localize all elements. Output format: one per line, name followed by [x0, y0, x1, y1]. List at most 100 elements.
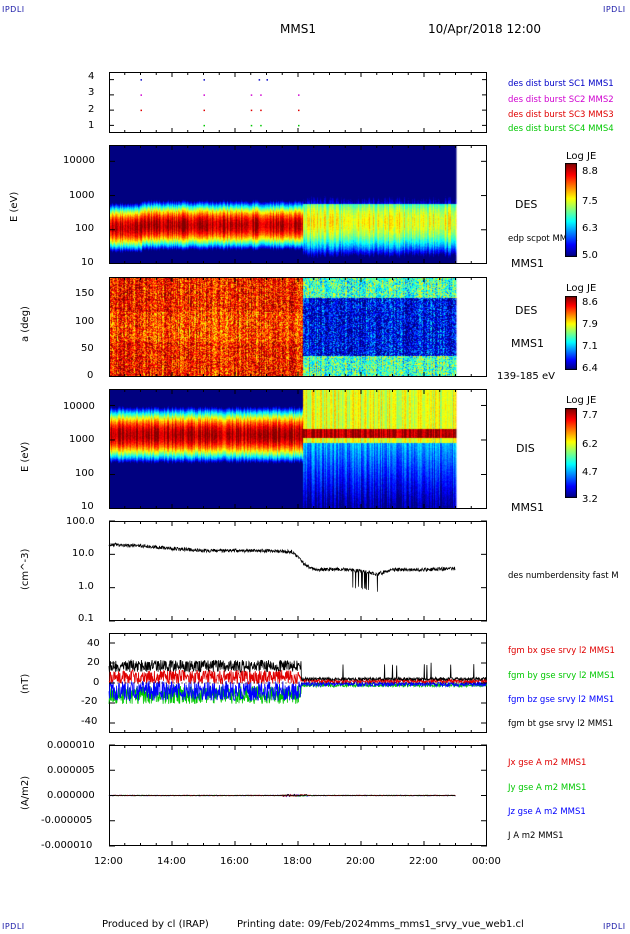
bfield-plot [108, 642, 487, 724]
legend-burst-sc4: des dist burst SC4 MMS4 [508, 124, 614, 134]
current-ylabel: (A/m2) [20, 775, 31, 810]
colorbar-dis-energy [565, 408, 577, 498]
spectrogram-yticks [109, 404, 487, 509]
colorbar-tick: 7.7 [582, 410, 598, 421]
des-energy-ytick: 1000 [69, 190, 95, 201]
time-tick: 12:00 [94, 856, 123, 867]
legend-burst-sc3: des dist burst SC3 MMS3 [508, 110, 614, 120]
scpot-label: edp scpot MMS1 [508, 234, 578, 244]
burst-marks [109, 79, 487, 127]
axis-ticks [108, 277, 488, 381]
density-line [108, 541, 456, 592]
footer-config: mms_mms1_srvy_vue_web1.cl [370, 919, 524, 930]
legend-jx: Jx gse A m2 MMS1 [508, 758, 587, 768]
burst-mark [140, 79, 142, 81]
corner-label-bottom-right: IPDLI [603, 922, 626, 931]
current-ytick: 0.000005 [47, 765, 95, 776]
burst-mark [140, 94, 142, 96]
current-plot [108, 744, 487, 847]
spectrogram-yticks [109, 160, 487, 264]
colorbar-tick: 6.4 [582, 363, 598, 374]
bfield-ytick: 20 [87, 657, 100, 668]
burst-mark [250, 124, 253, 127]
burst-ytick: 1 [88, 120, 95, 131]
time-tick: 18:00 [283, 856, 312, 867]
legend-jz: Jz gse A m2 MMS1 [508, 807, 586, 817]
burst-mark [260, 109, 262, 112]
bt-line [108, 658, 487, 682]
axis-ticks [108, 745, 488, 850]
colorbar-tick: 6.3 [582, 223, 598, 234]
burst-mark [140, 109, 142, 112]
pitch-ytick: 150 [75, 288, 95, 299]
legend-burst-sc2: des dist burst SC2 MMS2 [508, 95, 614, 105]
time-tick: 14:00 [157, 856, 186, 867]
current-ytick: 0.000000 [47, 790, 95, 801]
dis-energy-ytick: 10 [81, 501, 94, 512]
burst-mark [258, 79, 261, 81]
des-energy-ytick: 100 [75, 223, 95, 234]
pitch-ytick: 50 [81, 343, 94, 354]
density-ylabel: (cm^-3) [20, 548, 31, 590]
dis-energy-spectrogram [110, 390, 458, 508]
burst-mark [266, 79, 268, 81]
burst-mark [250, 109, 253, 112]
dis-energy-ytick: 10000 [63, 401, 95, 412]
dis-sc-label: MMS1 [511, 501, 544, 514]
datetime-title: 10/Apr/2018 12:00 [428, 22, 542, 36]
bz-line [108, 680, 487, 702]
colorbar-tick: 7.1 [582, 341, 598, 352]
bfield-ytick: -20 [81, 696, 98, 707]
colorbar-tick: 3.2 [582, 494, 598, 505]
colorbar-tick: 8.8 [582, 166, 598, 177]
legend-j: J A m2 MMS1 [508, 831, 564, 841]
burst-mark [203, 94, 205, 96]
corner-label-bottom-left: IPDLI [2, 922, 25, 931]
axis-ticks [108, 521, 488, 625]
legend-bz: fgm bz gse srvy l2 MMS1 [508, 695, 615, 705]
colorbar-tick: 5.0 [582, 250, 598, 261]
burst-mark [260, 94, 262, 96]
colorbar-tick: 8.6 [582, 297, 598, 308]
colorbar-pitch [565, 296, 577, 370]
time-tick: 22:00 [409, 856, 438, 867]
legend-bt: fgm bt gse srvy l2 MMS1 [508, 719, 614, 729]
colorbar-tick: 7.9 [582, 319, 598, 330]
colorbar-title: Log JE [566, 283, 597, 294]
axis-ticks [108, 633, 488, 737]
time-tick: 00:00 [472, 856, 501, 867]
legend-jy: Jy gse A m2 MMS1 [508, 783, 587, 793]
pitch-sc-label: MMS1 [511, 337, 544, 350]
density-ytick: 10.0 [72, 548, 95, 559]
colorbar-tick: 6.2 [582, 439, 598, 450]
corner-label-top-right: IPDLI [603, 5, 626, 14]
colorbar-title: Log JE [566, 151, 597, 162]
colorbar-des-energy [565, 163, 577, 257]
bfield-ylabel: (nT) [20, 673, 31, 694]
spacecraft-title: MMS1 [280, 22, 316, 36]
footer-produced: Produced by cl (IRAP) [102, 919, 209, 930]
bfield-ytick: 40 [87, 638, 100, 649]
burst-mark [203, 124, 205, 127]
pitch-instrument-label: DES [515, 304, 538, 317]
time-tick: 20:00 [346, 856, 375, 867]
corner-label-top-left: IPDLI [2, 5, 25, 14]
des-sc-label: MMS1 [511, 257, 544, 270]
colorbar-tick: 4.7 [582, 467, 598, 478]
pitch-ytick: 0 [87, 370, 94, 381]
burst-mark [298, 109, 300, 112]
des-energy-ylabel: E (eV) [9, 191, 20, 222]
dis-energy-ytick: 1000 [69, 434, 95, 445]
burst-ytick: 2 [88, 104, 95, 115]
dis-instrument-label: DIS [516, 442, 535, 455]
current-ytick: 0.000010 [47, 740, 95, 751]
density-ytick: 1.0 [78, 581, 94, 592]
legend-burst-sc1: des dist burst SC1 MMS1 [508, 79, 614, 89]
burst-mark [298, 124, 300, 127]
axis-ticks [108, 389, 488, 513]
legend-bx: fgm bx gse srvy l2 MMS1 [508, 646, 615, 656]
burst-mark [203, 109, 205, 112]
burst-mark [250, 94, 253, 96]
des-energy-spectrogram [110, 146, 458, 263]
bfield-ytick: -40 [81, 716, 98, 727]
